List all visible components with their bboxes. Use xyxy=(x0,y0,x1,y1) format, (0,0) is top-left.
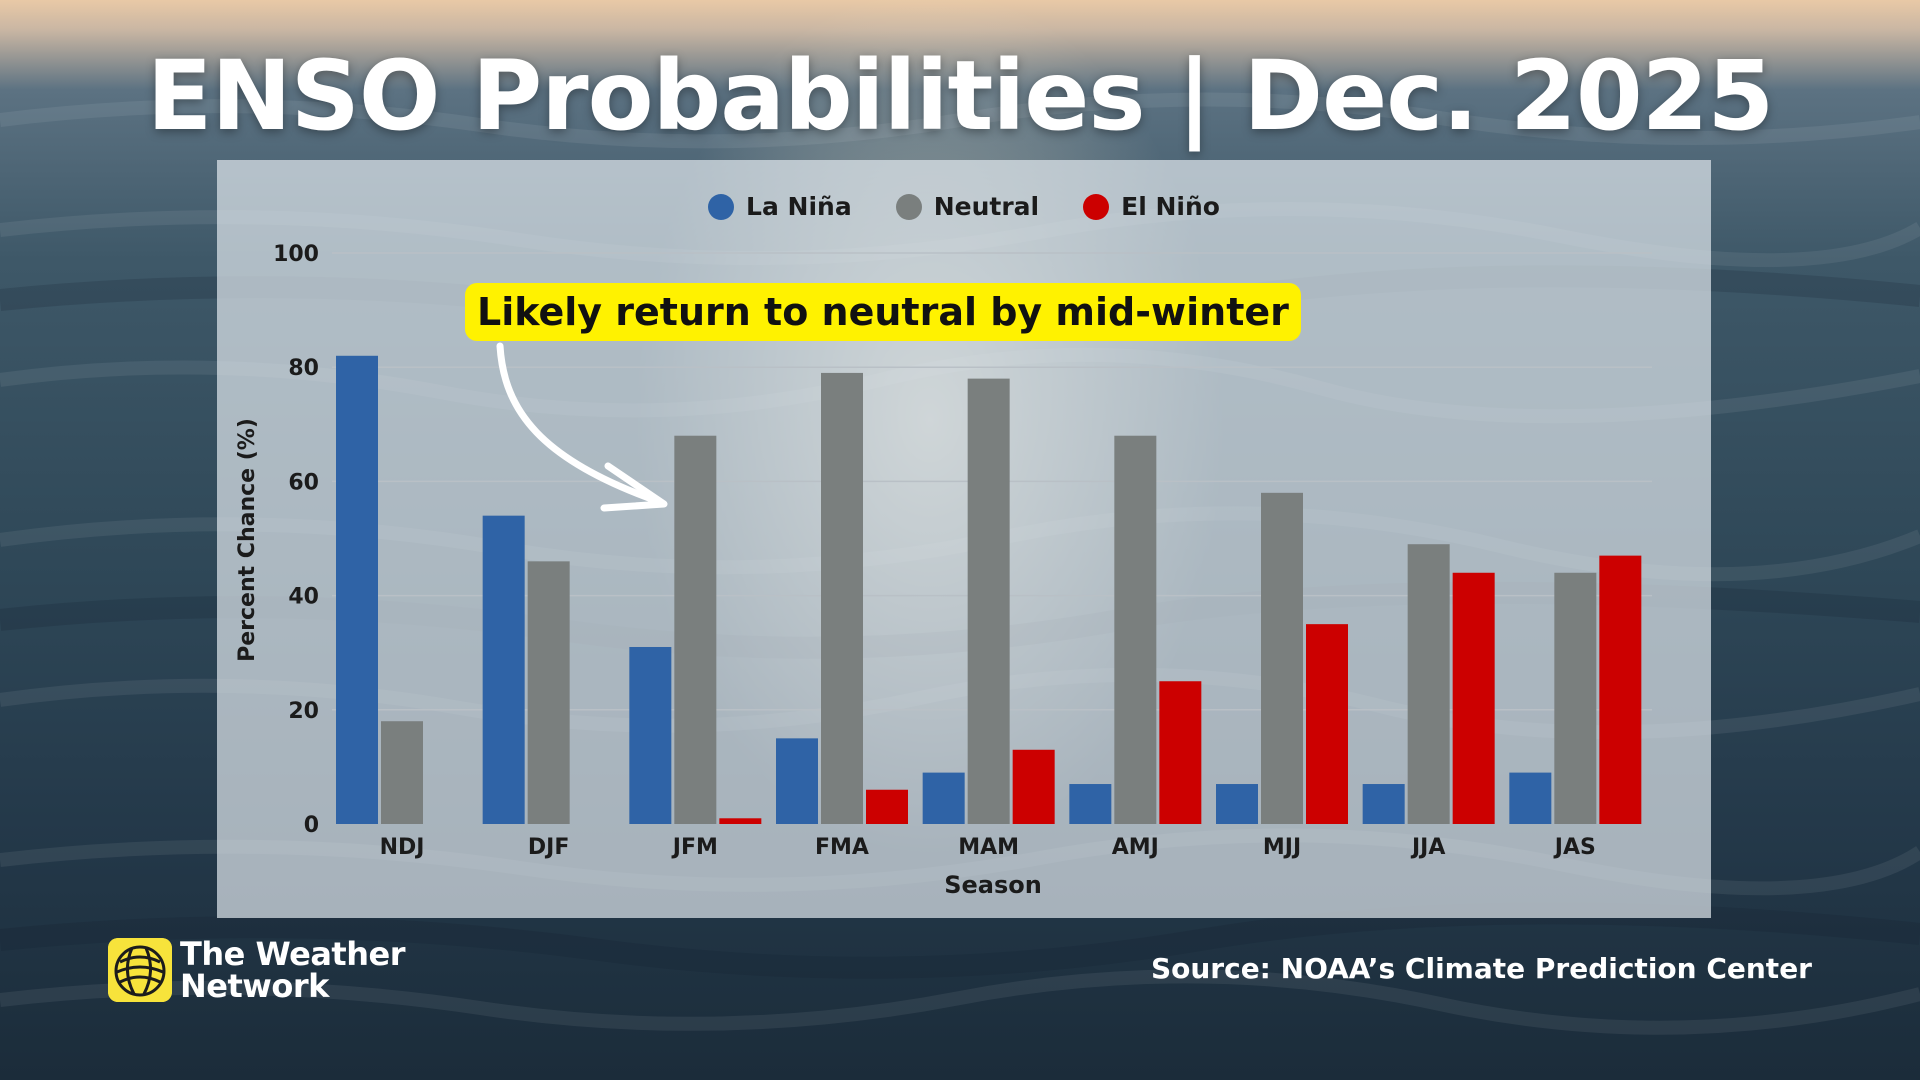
bar-neutral-fma xyxy=(821,372,863,824)
y-axis-label: Percent Chance (%) xyxy=(235,418,260,662)
y-tick-label: 40 xyxy=(288,585,319,610)
globe-icon xyxy=(108,938,172,1002)
bar-el-nino-fma xyxy=(866,789,908,824)
y-tick-label: 80 xyxy=(288,356,319,381)
bar-el-nino-jja xyxy=(1452,572,1495,824)
bar-chart: 0 20 40 60 80 100 NDJ DJF JFM FMA MAM AMJ MJJ JJA JAS… xyxy=(235,242,1652,899)
bar-neutral-jfm xyxy=(674,435,717,824)
legend-swatch xyxy=(895,193,922,220)
bar-la-nina-ndj xyxy=(336,355,378,824)
bar-el-nino-mam xyxy=(1012,749,1055,824)
x-axis-ticks: NDJ DJF JFM FMA MAM AMJ MJJ JJA JAS xyxy=(380,835,1596,860)
y-tick-label: 20 xyxy=(288,699,319,724)
page-title: ENSO Probabilities | Dec. 2025 xyxy=(146,40,1774,152)
bar-la-nina-djf xyxy=(482,515,525,824)
bar-la-nina-amj xyxy=(1069,784,1112,824)
legend-label: La Niña xyxy=(746,192,852,221)
bar-la-nina-jja xyxy=(1362,784,1405,824)
annotation-callout: Likely return to neutral by mid-winter xyxy=(465,283,1301,341)
bar-neutral-amj xyxy=(1114,435,1157,824)
bar-neutral-mam xyxy=(967,378,1010,824)
x-tick-label: DJF xyxy=(528,835,569,860)
legend-swatch xyxy=(1083,193,1110,220)
legend-swatch xyxy=(708,193,735,220)
logo-text-line2: Network xyxy=(180,967,329,1005)
x-axis-label: Season xyxy=(944,871,1042,899)
bar-la-nina-jas xyxy=(1509,772,1552,824)
legend-item-neutral: Neutral xyxy=(895,192,1040,221)
bar-neutral-ndj xyxy=(381,721,423,824)
logo-text-line1: The Weather xyxy=(180,935,405,973)
bar-el-nino-amj xyxy=(1159,681,1202,824)
bar-neutral-mjj xyxy=(1261,492,1303,824)
bars xyxy=(336,355,1642,824)
y-axis-ticks: 0 20 40 60 80 100 xyxy=(273,242,319,838)
bar-la-nina-mam xyxy=(922,772,965,824)
x-tick-label: NDJ xyxy=(380,835,425,860)
bar-neutral-djf xyxy=(527,561,570,824)
chart-legend: La Niña Neutral El Niño xyxy=(217,192,1711,221)
x-tick-label: AMJ xyxy=(1112,835,1159,860)
bar-la-nina-mjj xyxy=(1216,784,1258,824)
legend-item-la-nina: La Niña xyxy=(708,192,852,221)
bar-neutral-jas xyxy=(1554,572,1597,824)
y-tick-label: 0 xyxy=(304,813,319,838)
x-tick-label: JAS xyxy=(1553,835,1596,860)
legend-item-el-nino: El Niño xyxy=(1083,192,1220,221)
bar-la-nina-jfm xyxy=(629,646,672,824)
bar-el-nino-jfm xyxy=(719,818,762,824)
x-tick-label: FMA xyxy=(815,835,869,860)
legend-label: Neutral xyxy=(933,192,1040,221)
bar-neutral-jja xyxy=(1407,544,1450,824)
annotation-arrow-icon xyxy=(496,342,668,512)
y-tick-label: 60 xyxy=(288,470,319,495)
bar-el-nino-mjj xyxy=(1306,624,1348,824)
legend-label: El Niño xyxy=(1121,192,1220,221)
weather-network-logo: The Weather Network xyxy=(108,938,405,1002)
x-tick-label: JJA xyxy=(1410,835,1445,860)
bar-la-nina-fma xyxy=(776,738,818,824)
x-tick-label: MJJ xyxy=(1263,835,1301,860)
y-tick-label: 100 xyxy=(273,242,319,267)
source-credit: Source: NOAA’s Climate Prediction Center xyxy=(1150,952,1812,985)
x-tick-label: MAM xyxy=(958,835,1019,860)
x-tick-label: JFM xyxy=(671,835,718,860)
bar-el-nino-jas xyxy=(1599,555,1642,824)
